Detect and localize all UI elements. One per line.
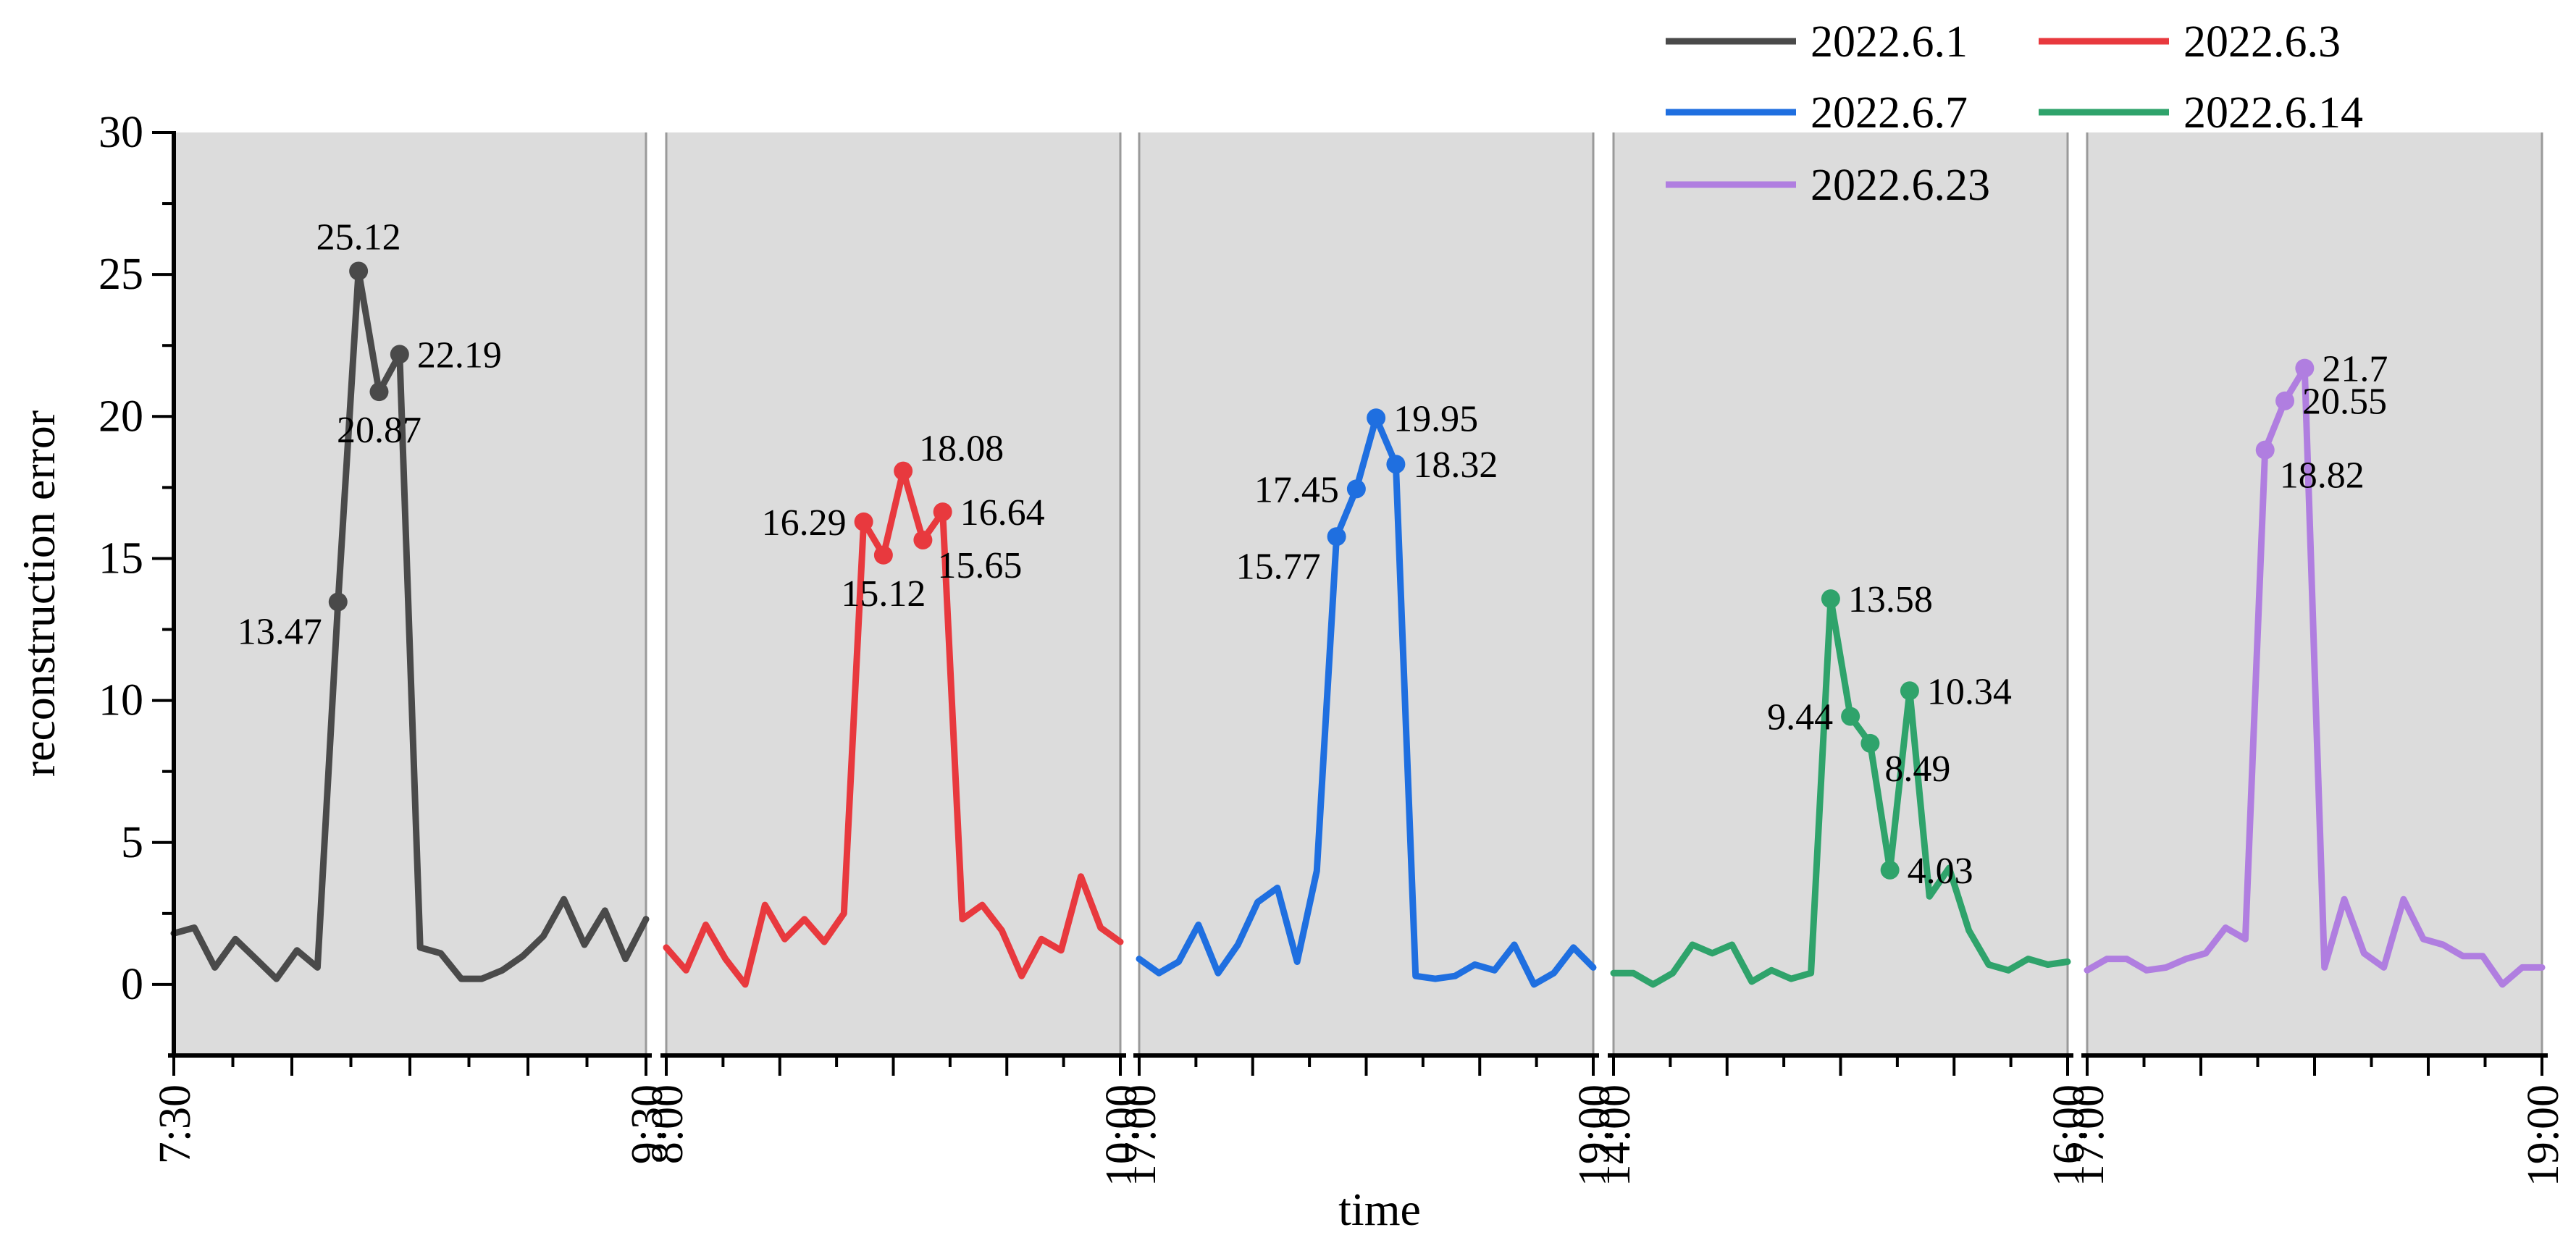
data-point <box>873 545 893 565</box>
data-label: 10.34 <box>1927 671 2012 712</box>
data-label: 17.45 <box>1254 469 1339 510</box>
legend-item-2022.6.14: 2022.6.14 <box>2039 88 2363 138</box>
panels-layer: 13.47 25.12 20.87 22.19 16.29 15.12 18.08 15.65… <box>170 132 2546 1055</box>
series-line-2022.6.7 <box>1136 414 1597 988</box>
data-point <box>933 502 952 522</box>
series-line-2022.6.14 <box>1610 595 2071 988</box>
x-tick-label-start: 7:30 <box>151 1084 200 1164</box>
data-point <box>1346 479 1366 499</box>
x-tick-label-start: 17:00 <box>2064 1084 2113 1186</box>
data-point <box>349 261 369 281</box>
data-label: 18.82 <box>2280 455 2365 497</box>
data-label: 8.49 <box>1884 749 1950 790</box>
series-line-2022.6.1 <box>170 267 650 982</box>
legend-item-2022.6.3: 2022.6.3 <box>2039 17 2341 67</box>
data-label: 16.29 <box>762 502 847 544</box>
data-point <box>894 461 913 481</box>
data-label: 20.55 <box>2302 382 2387 423</box>
x-tick-label-start: 14:00 <box>1590 1084 1640 1186</box>
data-label: 13.58 <box>1848 579 1933 620</box>
data-point <box>1860 733 1880 753</box>
x-axis-title: time <box>1338 1184 1421 1235</box>
data-label: 4.03 <box>1908 851 1973 892</box>
data-label: 15.12 <box>841 573 926 615</box>
legend-label: 2022.6.14 <box>2183 88 2363 138</box>
y-axis: 0 5 10 15 20 25 30 <box>98 108 176 1058</box>
data-label: 9.44 <box>1767 697 1833 738</box>
data-point <box>854 512 873 531</box>
data-point <box>1900 681 1919 701</box>
data-point <box>913 530 933 549</box>
x-tick-label-end: 9:30 <box>623 1084 672 1164</box>
data-label: 13.47 <box>238 611 322 652</box>
data-label: 18.08 <box>919 429 1004 470</box>
panel-1: 13.47 25.12 20.87 22.19 <box>170 132 650 1055</box>
data-label: 15.65 <box>937 545 1022 586</box>
x-tick-label-start: 8:00 <box>643 1084 692 1164</box>
legend-label: 2022.6.23 <box>1811 161 1990 210</box>
data-point <box>2255 440 2275 460</box>
data-label: 18.32 <box>1413 444 1498 486</box>
data-point <box>2275 391 2295 410</box>
legend-item-2022.6.7: 2022.6.7 <box>1666 88 1968 138</box>
legend-item-2022.6.1: 2022.6.1 <box>1666 17 1968 67</box>
y-tick-label: 0 <box>121 960 143 1009</box>
legend-label: 2022.6.3 <box>2183 17 2341 67</box>
y-tick-label: 25 <box>98 250 143 299</box>
data-point <box>1880 860 1900 880</box>
panel-4: 13.58 9.44 8.49 4.03 10.34 <box>1610 132 2071 1055</box>
data-label: 22.19 <box>417 334 502 376</box>
panel-3: 15.77 17.45 19.95 18.32 <box>1136 132 1597 1055</box>
y-tick-label: 20 <box>98 392 143 441</box>
x-tick-label-end: 16:00 <box>2044 1084 2094 1186</box>
data-point <box>328 592 348 612</box>
legend-label: 2022.6.7 <box>1811 88 1968 138</box>
data-point <box>1367 408 1386 428</box>
data-label: 25.12 <box>316 216 401 258</box>
data-label: 19.95 <box>1393 398 1478 439</box>
y-tick-label: 15 <box>98 534 143 583</box>
x-tick-label-start: 17:00 <box>1116 1084 1165 1186</box>
data-point <box>390 345 409 364</box>
legend-label: 2022.6.1 <box>1811 17 1968 67</box>
legend: 2022.6.1 2022.6.3 2022.6.7 2022.6.14 2022.6.… <box>1666 17 2363 210</box>
data-label: 15.77 <box>1236 546 1321 587</box>
y-tick-label: 5 <box>121 818 143 867</box>
data-point <box>1841 707 1860 726</box>
legend-item-2022.6.23: 2022.6.23 <box>1666 161 1990 210</box>
data-label: 16.64 <box>960 492 1045 534</box>
panel-background <box>666 132 1120 1055</box>
y-axis-title: reconstruction error <box>13 410 64 777</box>
data-point <box>1821 589 1840 609</box>
panel-background <box>1614 132 2068 1055</box>
x-tick-label-end: 19:00 <box>2519 1084 2568 1186</box>
data-label: 20.87 <box>337 410 421 451</box>
panel-background <box>1139 132 1593 1055</box>
series-line-2022.6.3 <box>663 468 1124 988</box>
x-tick-label-end: 19:00 <box>1570 1084 1619 1186</box>
data-point <box>2295 358 2315 378</box>
x-tick-label-end: 10:00 <box>1097 1084 1146 1186</box>
data-point <box>1327 527 1346 547</box>
series-line-2022.6.23 <box>2084 365 2546 988</box>
data-point <box>369 382 389 402</box>
data-label: 21.7 <box>2322 349 2388 390</box>
data-point <box>1386 455 1406 474</box>
panel-2: 16.29 15.12 18.08 15.65 16.64 <box>663 132 1124 1055</box>
y-tick-label: 10 <box>98 676 143 725</box>
y-tick-label: 30 <box>98 108 143 157</box>
